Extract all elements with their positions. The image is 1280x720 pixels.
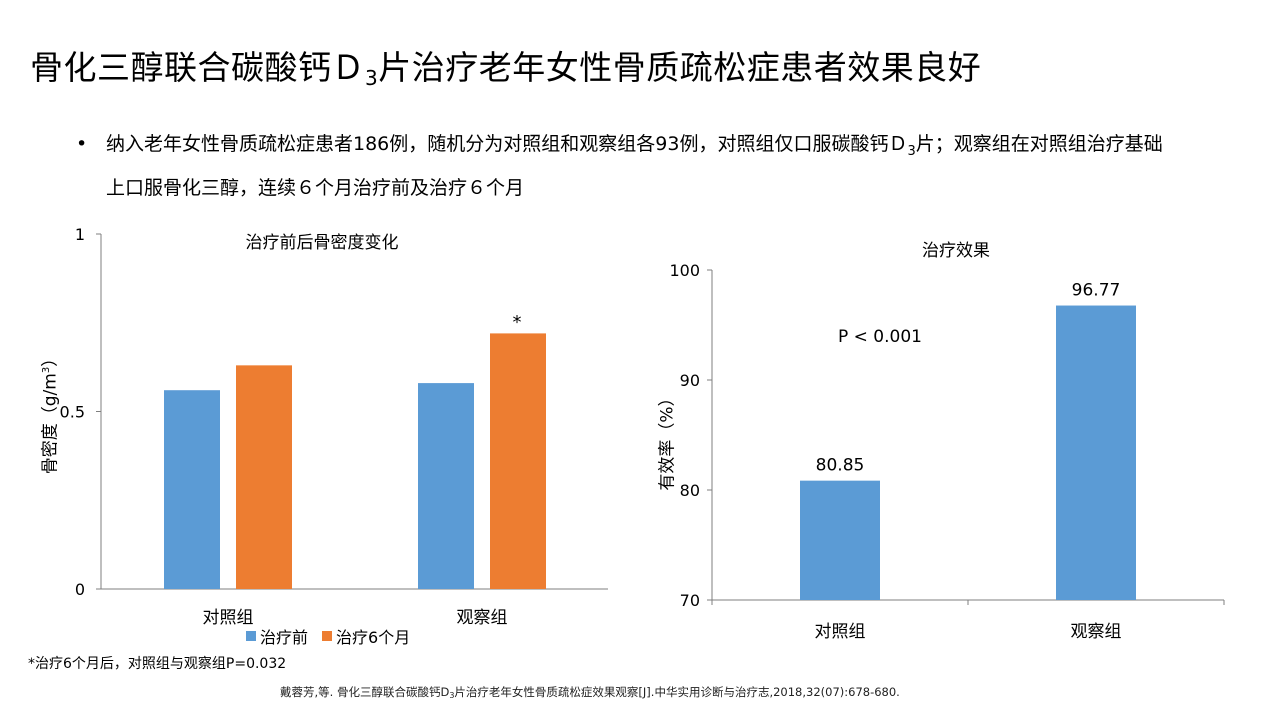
title-tail: 片治疗老年女性骨质疏松症患者效果良好 bbox=[378, 48, 982, 87]
chart2-bar-1 bbox=[1056, 305, 1136, 600]
chart2-y-tick-label-3: 100 bbox=[669, 261, 700, 280]
legend-swatch-after bbox=[322, 631, 333, 641]
chart2-y-tick-label-1: 80 bbox=[680, 481, 700, 500]
reference-citation: 戴蓉芳,等. 骨化三醇联合碳酸钙D3片治疗老年女性骨质疏松症效果观察[J].中华… bbox=[280, 684, 900, 700]
chart1-bar-s1-c0 bbox=[236, 365, 292, 589]
chart1-y-axis-label: 骨密度（g/m3） bbox=[36, 350, 61, 474]
slide-title: 骨化三醇联合碳酸钙Ｄ3片治疗老年女性骨质疏松症患者效果良好 bbox=[30, 44, 981, 102]
legend-item-before: 治疗前 bbox=[246, 624, 308, 648]
bullet-text: 纳入老年女性骨质疏松症患者186例，随机分为对照组和观察组各93例，对照组仅口服… bbox=[106, 126, 1166, 206]
title-main: 骨化三醇联合碳酸钙Ｄ bbox=[30, 48, 365, 87]
chart1-category-label-control: 对照组 bbox=[203, 608, 254, 628]
title-subscript: 3 bbox=[365, 66, 379, 90]
bullet-subscript: 3 bbox=[907, 144, 916, 159]
chart2-data-label-1: 96.77 bbox=[1072, 281, 1121, 301]
chart2-data-label-0: 80.85 bbox=[816, 456, 865, 476]
chart1-y-tick-label-1: 0.5 bbox=[60, 403, 85, 422]
ref-subscript: 3 bbox=[449, 691, 455, 700]
chart1-ylabel-tail: ） bbox=[40, 349, 61, 367]
chart2-y-axis-label: 有效率（%） bbox=[657, 389, 678, 491]
efficacy-chart: 治疗效果 70 80 90 100 80.85 96.77 对照组 观察组 P < 0.… bbox=[669, 241, 1225, 642]
ref-part1: 戴蓉芳,等. 骨化三醇联合碳酸钙D bbox=[280, 685, 450, 699]
bullet-text-part1: 纳入老年女性骨质疏松症患者186例，随机分为对照组和观察组各93例，对照组仅口服… bbox=[106, 133, 908, 155]
chart2-category-label-observe: 观察组 bbox=[1071, 622, 1122, 642]
chart1-ylabel-main: 骨密度（g/m bbox=[40, 373, 61, 475]
ref-part2: 片治疗老年女性骨质疏松症效果观察[J].中华实用诊断与治疗志,2018,32(0… bbox=[454, 685, 900, 699]
chart2-title: 治疗效果 bbox=[922, 241, 990, 261]
bullet-text-part2: 片；观察组在对照组治疗基础上口服骨化三醇，连续６个月治疗前及治疗６个月 bbox=[106, 133, 1163, 199]
bullet-dot: • bbox=[76, 133, 88, 155]
chart1-y-tick-label-2: 1 bbox=[75, 225, 85, 244]
legend-item-after: 治疗6个月 bbox=[322, 624, 410, 648]
legend-label-before: 治疗前 bbox=[260, 628, 309, 647]
chart1-category-label-observe: 观察组 bbox=[457, 608, 508, 628]
bone-density-chart: 治疗前后骨密度变化 0 0.5 1 对照组 观察组 * bbox=[60, 225, 608, 628]
chart1-ylabel-superscript: 3 bbox=[40, 366, 52, 374]
chart2-y-tick-label-2: 90 bbox=[680, 371, 700, 390]
chart2-p-value: P < 0.001 bbox=[838, 327, 922, 347]
chart1-title: 治疗前后骨密度变化 bbox=[246, 233, 399, 253]
footnote: *治疗6个月后，对照组与观察组P=0.032 bbox=[28, 656, 287, 672]
chart1-legend: 治疗前 治疗6个月 bbox=[246, 624, 410, 648]
legend-swatch-before bbox=[246, 631, 256, 641]
chart2-y-tick-label-0: 70 bbox=[680, 591, 700, 610]
chart1-y-tick-label-0: 0 bbox=[75, 580, 85, 599]
chart1-bar-s0-c0 bbox=[164, 390, 220, 589]
chart2-bar-0 bbox=[800, 480, 880, 600]
chart1-bar-s0-c1 bbox=[418, 383, 474, 589]
chart2-category-label-control: 对照组 bbox=[815, 622, 866, 642]
chart1-bar-s1-c1 bbox=[490, 333, 546, 589]
legend-label-after: 治疗6个月 bbox=[336, 628, 411, 647]
chart1-significance-mark: * bbox=[513, 312, 522, 333]
